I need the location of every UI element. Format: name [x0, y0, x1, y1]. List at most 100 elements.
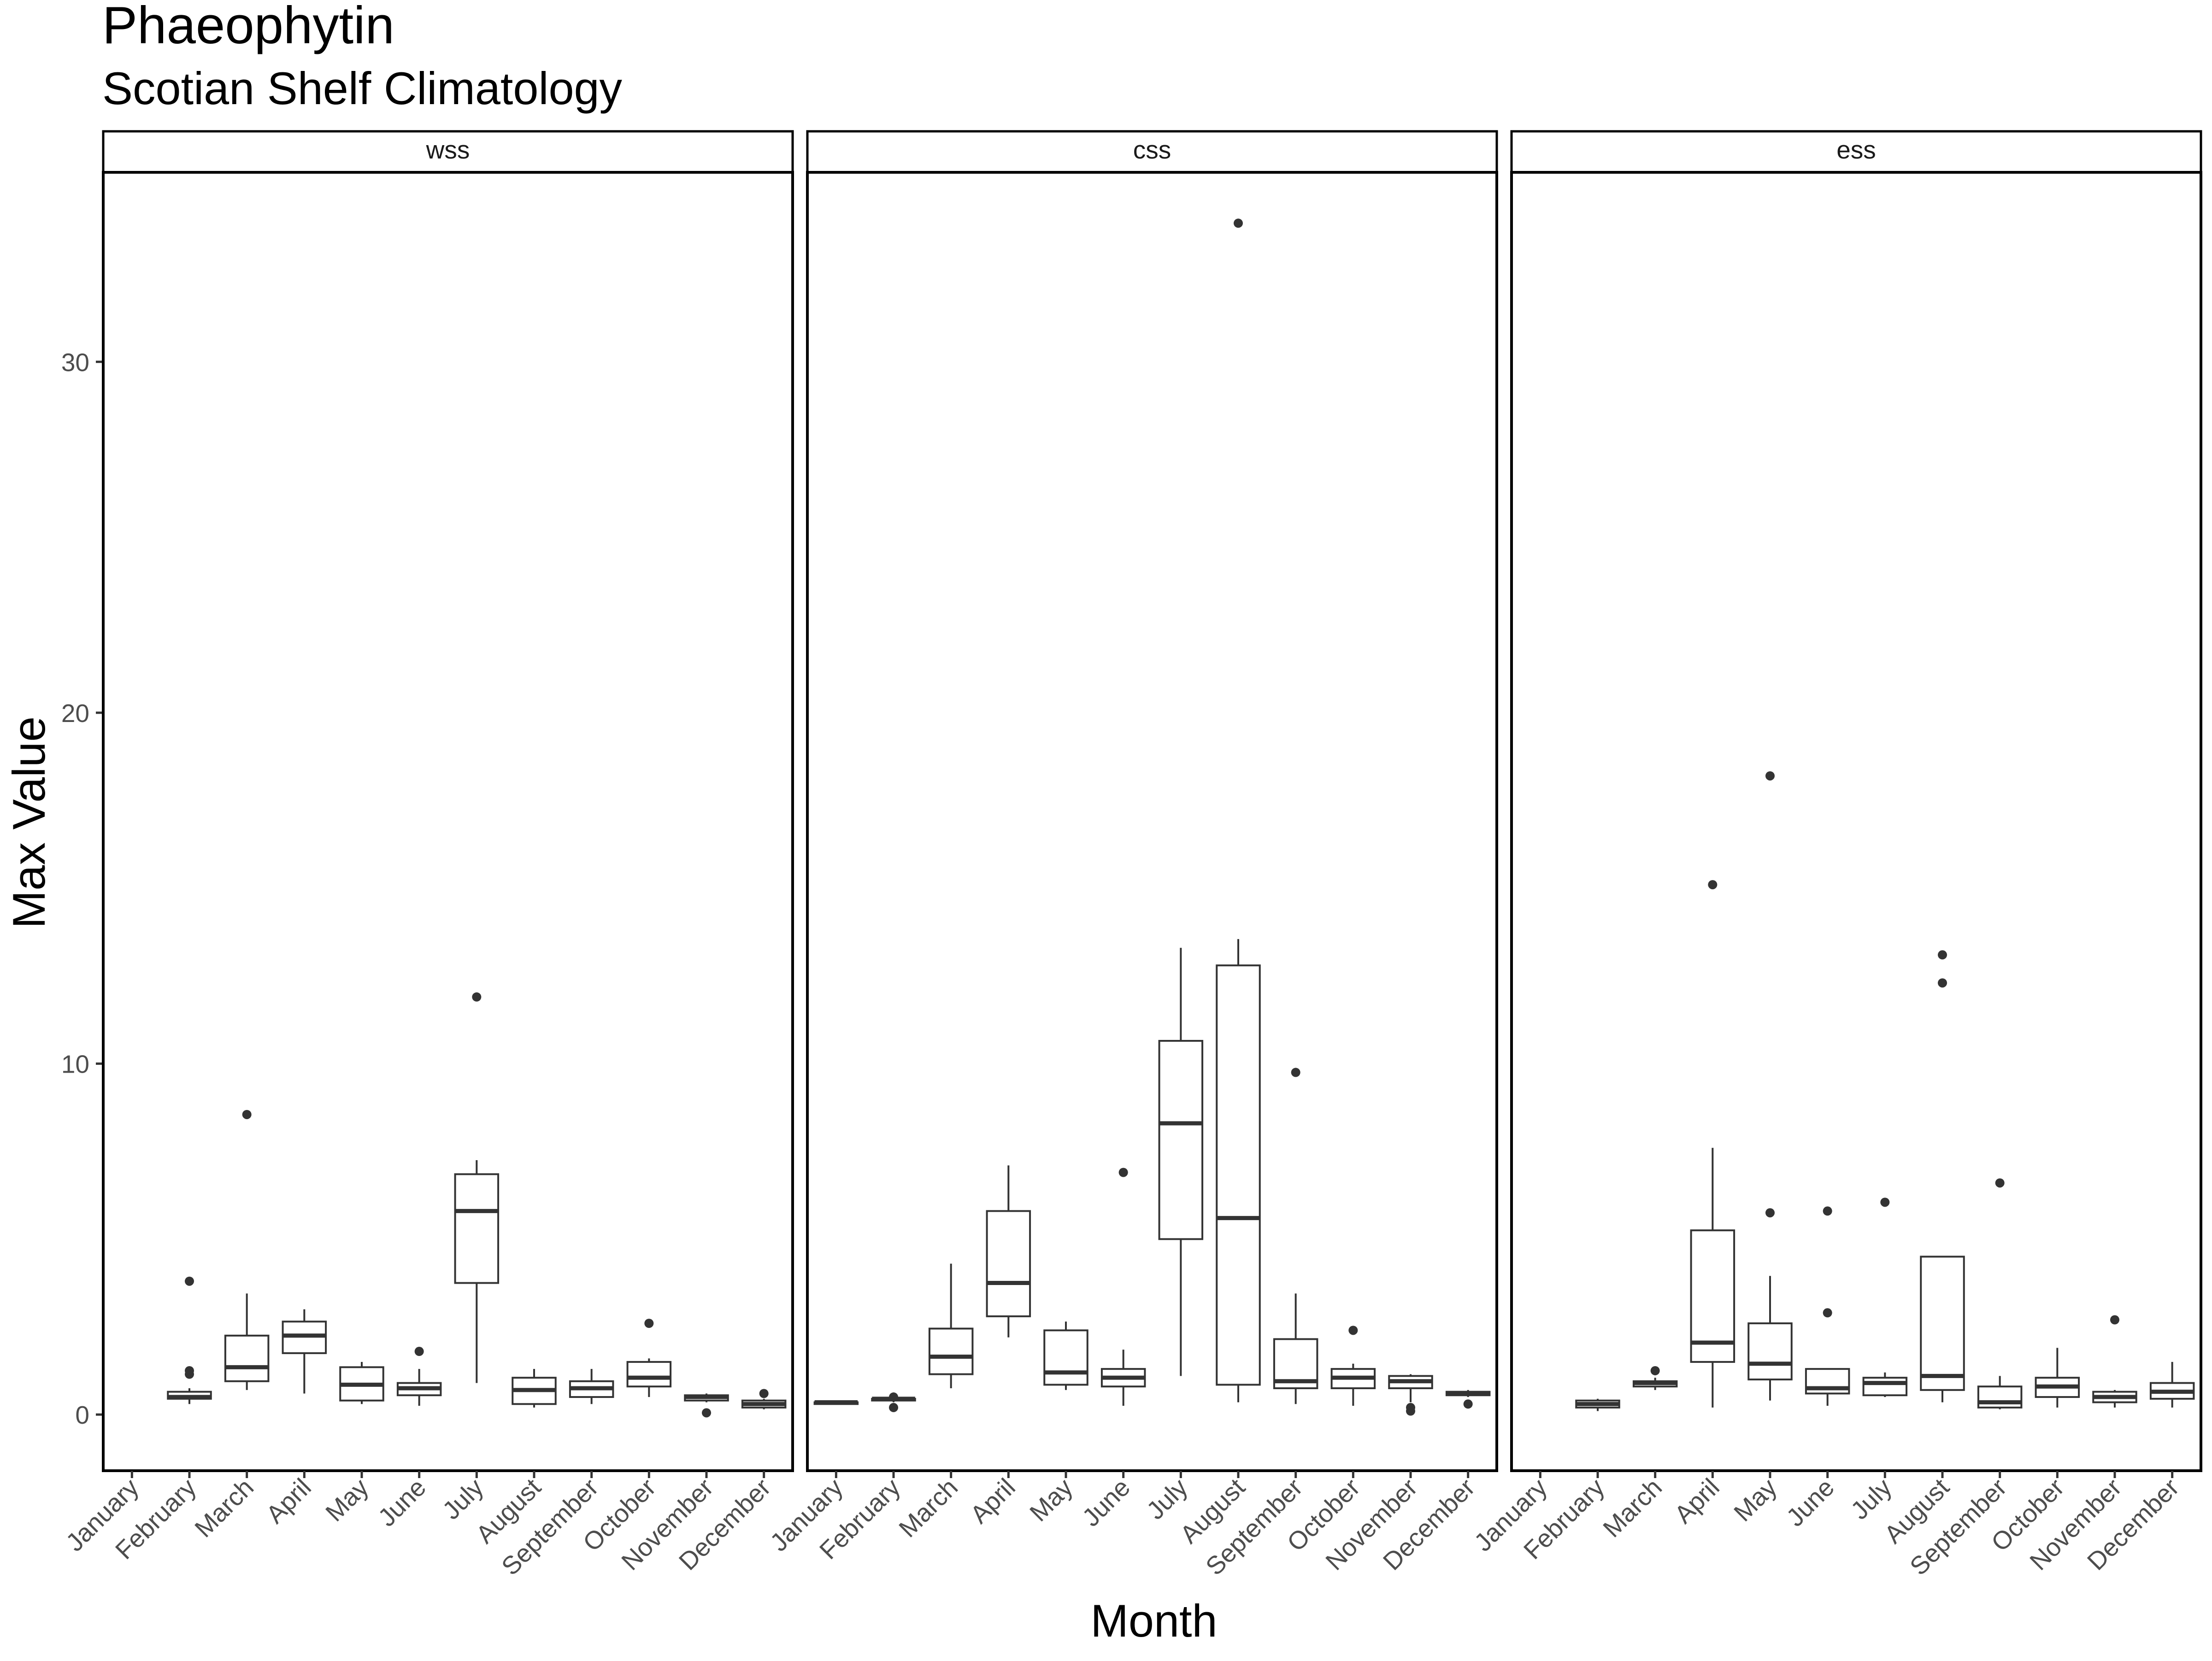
- box-wss-june: [396, 1347, 442, 1406]
- box-ess-july: [1862, 1197, 1908, 1397]
- box-ess-august: [1920, 950, 1965, 1403]
- outlier-point: [1650, 1366, 1660, 1375]
- panel-strip-label-ess: ess: [1836, 135, 1876, 164]
- box-body: [1690, 1229, 1735, 1363]
- box-ess-march: [1632, 1366, 1678, 1390]
- box-body: [1747, 1322, 1793, 1380]
- box-wss-november: [684, 1393, 729, 1418]
- x-tick-label-april: April: [965, 1473, 1021, 1529]
- x-tick-label-march: March: [1597, 1473, 1667, 1543]
- box-css-march: [928, 1263, 974, 1389]
- panel-border-ess: [1510, 171, 2202, 1472]
- outlier-point: [1880, 1197, 1890, 1207]
- y-axis-label: Max Value: [3, 716, 54, 928]
- box-ess-december: [2149, 1362, 2195, 1408]
- outlier-point: [1291, 1068, 1300, 1077]
- box-css-july: [1158, 948, 1204, 1376]
- outlier-point: [1823, 1206, 1832, 1216]
- panel-border-wss: [102, 171, 794, 1472]
- outlier-point: [1234, 218, 1243, 228]
- outlier-point: [889, 1392, 898, 1402]
- y-tick-label-2: 20: [61, 699, 89, 728]
- box-css-may: [1043, 1321, 1088, 1390]
- box-ess-february: [1575, 1398, 1620, 1411]
- box-wss-february: [167, 1276, 212, 1404]
- panel-strip-ess: [1510, 130, 2202, 174]
- box-css-june: [1100, 1168, 1146, 1406]
- y-tick-label-1: 10: [61, 1050, 89, 1079]
- outlier-point: [759, 1389, 769, 1398]
- outlier-point: [2110, 1315, 2119, 1325]
- outlier-point: [1708, 880, 1718, 890]
- box-body: [1158, 1040, 1204, 1240]
- box-wss-september: [569, 1369, 614, 1404]
- outlier-point: [1995, 1178, 2005, 1188]
- box-wss-october: [626, 1319, 672, 1397]
- x-tick-label-april: April: [260, 1473, 317, 1529]
- x-tick-label-april: April: [1669, 1473, 1725, 1529]
- box-wss-may: [339, 1362, 384, 1404]
- outlier-point: [1765, 771, 1775, 781]
- box-wss-december: [741, 1389, 787, 1409]
- box-wss-march: [224, 1109, 270, 1390]
- box-css-february: [871, 1392, 916, 1412]
- outlier-point: [1938, 978, 1947, 988]
- box-body: [224, 1334, 270, 1382]
- x-tick-label-june: June: [1781, 1473, 1840, 1532]
- x-tick-label-may: May: [1024, 1473, 1078, 1527]
- box-wss-july: [454, 992, 500, 1383]
- outlier-point: [1823, 1308, 1832, 1318]
- box-css-december: [1445, 1390, 1491, 1409]
- box-css-september: [1273, 1068, 1318, 1404]
- outlier-point: [1765, 1208, 1775, 1218]
- box-ess-april: [1690, 880, 1735, 1408]
- box-body: [1920, 1256, 1965, 1391]
- box-ess-october: [2035, 1348, 2080, 1408]
- box-css-april: [986, 1165, 1031, 1338]
- x-tick-label-march: March: [893, 1473, 963, 1543]
- outlier-point: [1938, 950, 1947, 960]
- outlier-point: [1406, 1403, 1415, 1412]
- box-css-january: [813, 1400, 859, 1405]
- box-ess-june: [1805, 1206, 1850, 1406]
- box-wss-august: [512, 1369, 557, 1408]
- outlier-point: [185, 1276, 194, 1286]
- x-tick-label-may: May: [1728, 1473, 1783, 1527]
- box-wss-april: [282, 1309, 327, 1394]
- y-tick-label-0: 0: [75, 1401, 89, 1429]
- panel-strip-label-css: css: [1133, 135, 1171, 164]
- outlier-point: [1118, 1168, 1128, 1177]
- x-tick-label-june: June: [1077, 1473, 1135, 1532]
- x-axis-label: Month: [1090, 1595, 1217, 1646]
- panel-border-css: [806, 171, 1498, 1472]
- outlier-point: [242, 1109, 252, 1119]
- outlier-point: [414, 1347, 424, 1356]
- box-body: [1862, 1377, 1908, 1397]
- outlier-point: [472, 992, 482, 1002]
- x-tick-label-july: July: [1845, 1473, 1897, 1525]
- outlier-point: [644, 1319, 654, 1328]
- box-body: [454, 1173, 500, 1284]
- box-body: [1043, 1329, 1088, 1386]
- panel-strip-label-wss: wss: [426, 135, 470, 164]
- box-css-october: [1330, 1326, 1376, 1406]
- outlier-point: [185, 1366, 194, 1375]
- box-css-november: [1388, 1374, 1433, 1416]
- outlier-point: [1348, 1326, 1358, 1335]
- box-body: [986, 1210, 1031, 1317]
- x-tick-label-june: June: [372, 1473, 431, 1532]
- box-body: [1977, 1385, 2023, 1409]
- chart-title: Phaeophytin: [102, 0, 394, 55]
- box-ess-september: [1977, 1178, 2023, 1409]
- x-tick-label-july: July: [437, 1473, 489, 1525]
- x-tick-label-march: March: [189, 1473, 259, 1543]
- box-body: [928, 1327, 974, 1375]
- box-ess-may: [1747, 771, 1793, 1401]
- outlier-point: [889, 1403, 898, 1412]
